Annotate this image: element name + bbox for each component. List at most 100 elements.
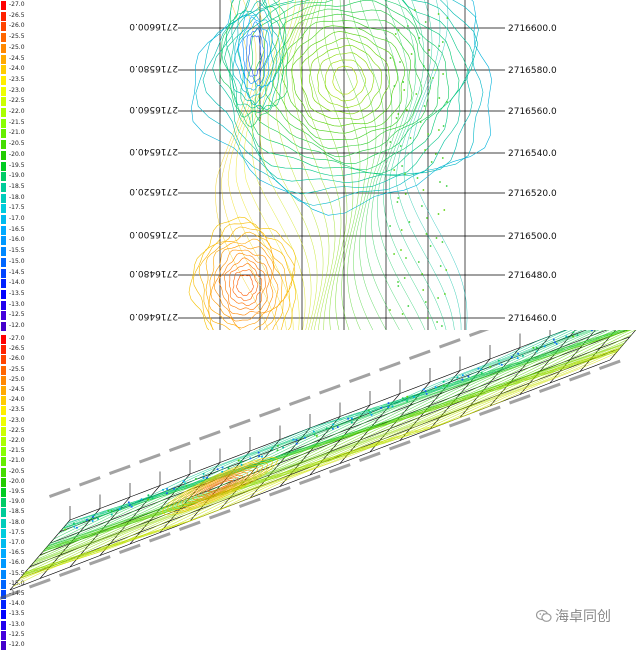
northing-label: 2716500.0 bbox=[508, 232, 557, 242]
contour-line bbox=[383, 0, 436, 330]
tick-mark-label bbox=[539, 383, 561, 393]
northing-label-rotated: 2716580.0 bbox=[129, 63, 178, 73]
sounding-point bbox=[119, 508, 121, 510]
sounding-point bbox=[389, 141, 391, 143]
sounding-point bbox=[397, 113, 399, 115]
sounding-point bbox=[439, 181, 441, 183]
sounding-point bbox=[368, 409, 370, 411]
sounding-point bbox=[404, 277, 406, 279]
contour-line bbox=[292, 0, 335, 330]
tick-mark-label bbox=[379, 361, 401, 371]
sounding-point bbox=[544, 345, 546, 347]
tick-mark-label bbox=[409, 350, 431, 360]
sounding-point bbox=[316, 435, 318, 437]
sounding-point bbox=[277, 449, 279, 451]
sounding-point bbox=[444, 293, 446, 295]
sounding-point bbox=[390, 57, 392, 59]
sounding-point bbox=[422, 289, 424, 291]
tick-mark-label bbox=[79, 476, 101, 486]
sounding-point bbox=[413, 396, 415, 398]
sounding-point bbox=[436, 321, 438, 323]
sounding-point bbox=[394, 85, 396, 87]
sounding-point bbox=[261, 456, 263, 458]
sounding-point bbox=[421, 273, 423, 275]
sounding-point bbox=[536, 347, 538, 349]
sounding-point bbox=[445, 269, 447, 271]
sounding-point bbox=[162, 489, 164, 491]
sounding-point bbox=[296, 443, 298, 445]
sounding-point bbox=[401, 165, 403, 167]
sounding-point bbox=[427, 133, 429, 135]
sounding-point bbox=[446, 385, 448, 387]
sounding-point bbox=[438, 213, 440, 215]
perspective-contour bbox=[58, 330, 641, 534]
sounding-point bbox=[532, 347, 534, 349]
sounding-point bbox=[426, 393, 428, 395]
northing-label-rotated: 2716500.0 bbox=[129, 229, 178, 239]
sounding-point bbox=[409, 221, 411, 223]
sounding-point bbox=[73, 526, 75, 528]
sounding-point bbox=[427, 317, 429, 319]
tick-mark-label bbox=[59, 567, 81, 577]
sounding-point bbox=[467, 376, 469, 378]
sounding-point bbox=[304, 437, 306, 439]
northing-label-rotated: 2716600.0 bbox=[129, 21, 178, 31]
sounding-point bbox=[92, 520, 94, 522]
sounding-point bbox=[404, 173, 406, 175]
sounding-point bbox=[498, 360, 500, 362]
sounding-point bbox=[73, 523, 75, 525]
sounding-point bbox=[501, 364, 503, 366]
sounding-point bbox=[426, 233, 428, 235]
sounding-point bbox=[314, 434, 316, 436]
sounding-point bbox=[481, 372, 483, 374]
sounding-point bbox=[313, 431, 315, 433]
tick-mark-label bbox=[229, 419, 251, 429]
perspective-3d-contour-view bbox=[0, 330, 641, 650]
sounding-point bbox=[397, 285, 399, 287]
sounding-point bbox=[393, 169, 395, 171]
sounding-point bbox=[402, 313, 404, 315]
tick-mark-label bbox=[469, 330, 491, 337]
sounding-point bbox=[446, 101, 448, 103]
sounding-point bbox=[86, 519, 88, 521]
sounding-point bbox=[400, 145, 402, 147]
sounding-point bbox=[184, 482, 186, 484]
sounding-point bbox=[572, 331, 574, 333]
sounding-point bbox=[332, 424, 334, 426]
sounding-point bbox=[425, 390, 427, 392]
tick-mark-label bbox=[349, 373, 371, 383]
tick-mark-label bbox=[139, 453, 161, 463]
sounding-point bbox=[389, 309, 391, 311]
sounding-point bbox=[332, 428, 334, 430]
sounding-point bbox=[222, 467, 224, 469]
sounding-point bbox=[511, 356, 513, 358]
wechat-icon bbox=[536, 609, 552, 623]
perspective-grid-line bbox=[70, 330, 641, 520]
northing-label: 2716480.0 bbox=[508, 271, 557, 281]
sounding-point bbox=[428, 49, 430, 51]
sounding-point bbox=[415, 93, 417, 95]
tick-mark-label bbox=[599, 360, 621, 370]
sounding-point bbox=[456, 377, 458, 379]
sounding-point bbox=[402, 397, 404, 399]
sounding-point bbox=[186, 485, 188, 487]
contour-line bbox=[215, 250, 273, 321]
sounding-point bbox=[128, 501, 130, 503]
sounding-point bbox=[131, 506, 133, 508]
sounding-point bbox=[92, 516, 94, 518]
tick-mark-label bbox=[359, 452, 381, 462]
northing-label: 2716520.0 bbox=[508, 189, 557, 199]
tick-mark-label bbox=[0, 590, 21, 600]
sounding-point bbox=[358, 417, 360, 419]
sounding-point bbox=[203, 477, 205, 479]
tick-mark-label bbox=[319, 384, 341, 394]
sounding-point bbox=[401, 229, 403, 231]
sounding-point bbox=[410, 137, 412, 139]
sounding-point bbox=[434, 69, 436, 71]
sounding-point bbox=[411, 53, 413, 55]
sounding-point bbox=[195, 478, 197, 480]
sounding-point bbox=[238, 459, 240, 461]
tick-mark-label bbox=[449, 417, 471, 427]
sounding-point bbox=[326, 427, 328, 429]
